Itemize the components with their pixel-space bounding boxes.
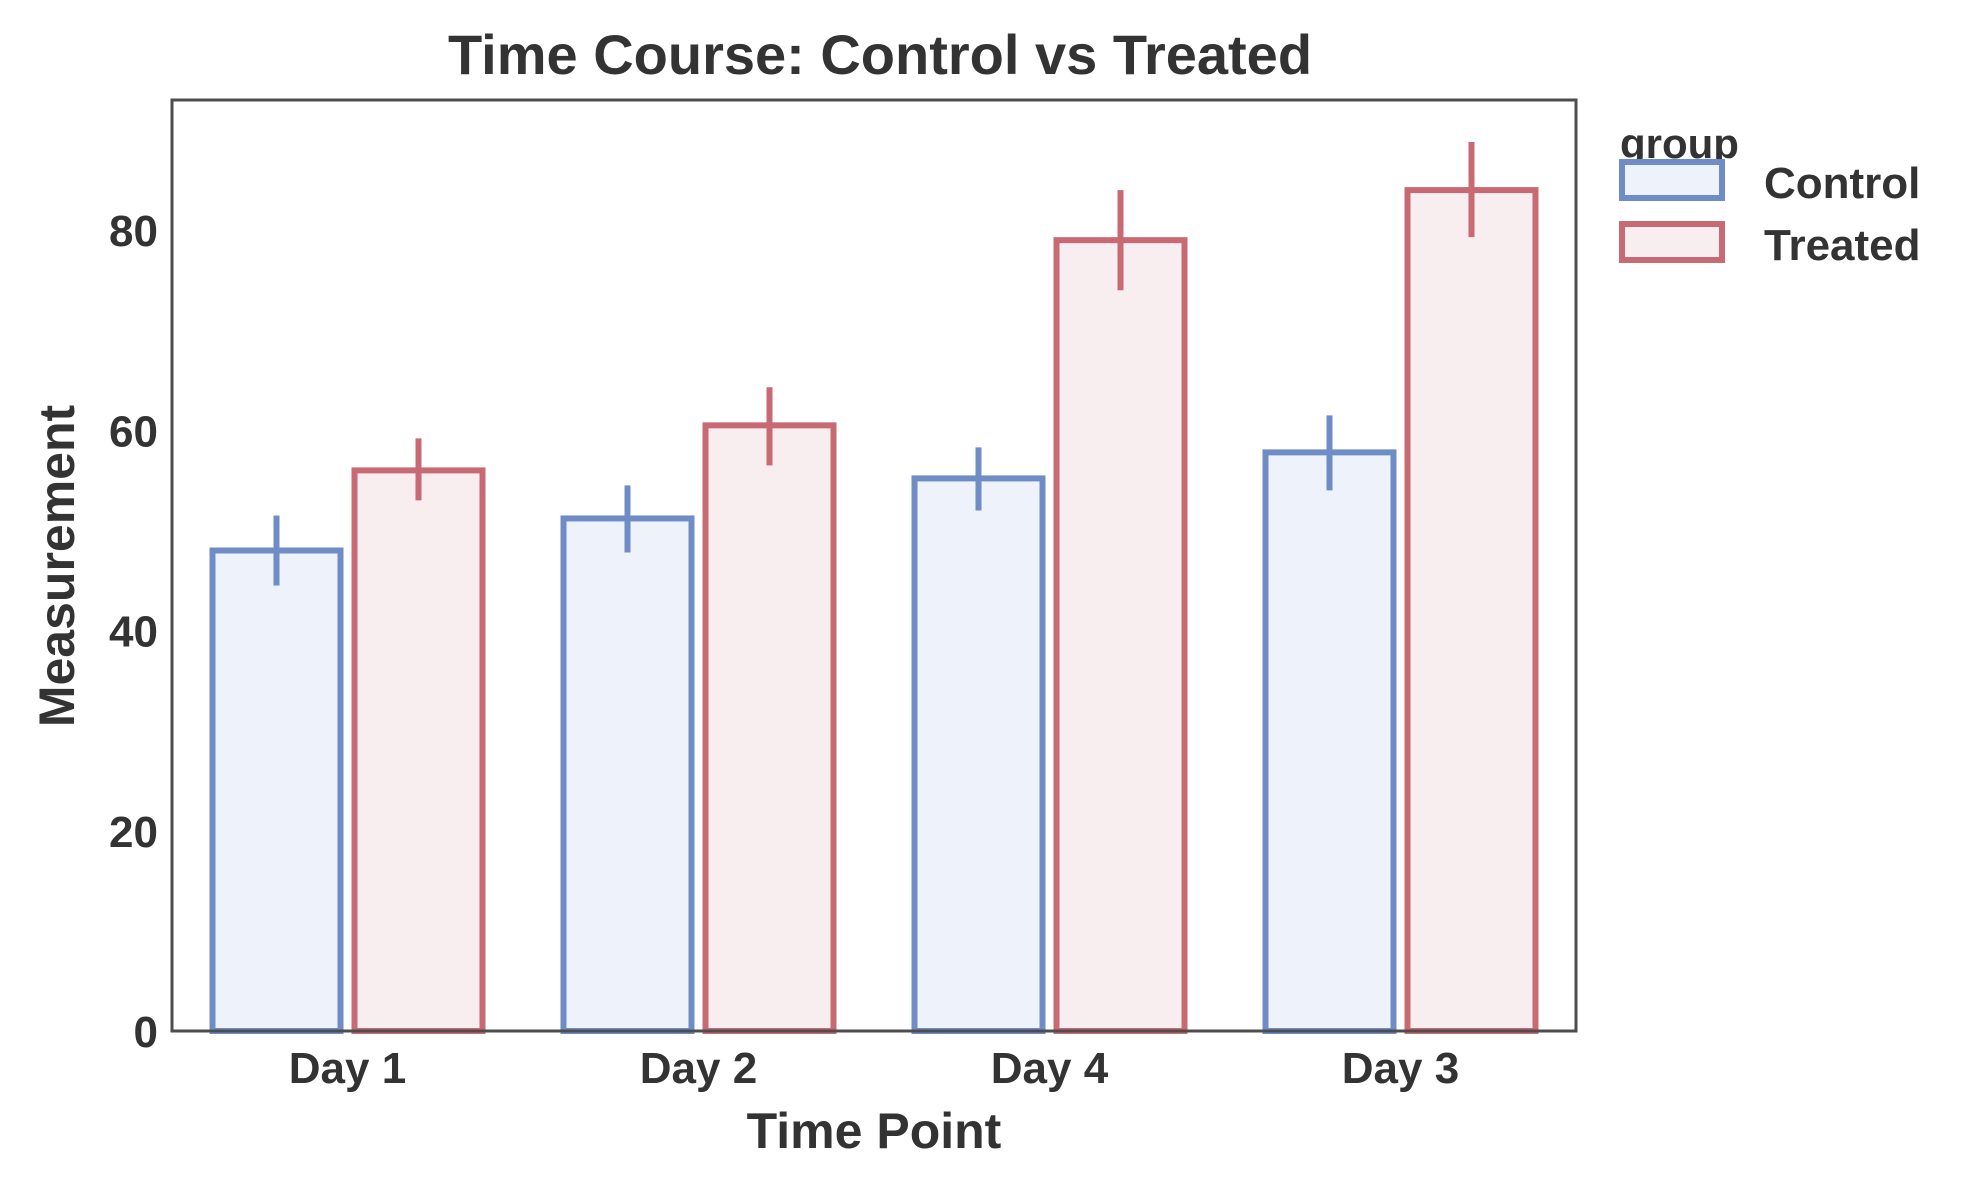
plot-area: 0 20 40 60 80 Day 1 Day 2 Day 4 Day 3 bbox=[109, 142, 1539, 1093]
y-tick-label: 80 bbox=[109, 207, 158, 256]
y-tick-label: 60 bbox=[109, 407, 158, 456]
bar-control-day-4 bbox=[911, 475, 1046, 1035]
x-tick-label: Day 4 bbox=[991, 1044, 1109, 1093]
x-axis-label: Time Point bbox=[747, 1103, 1002, 1159]
chart-title: Time Course: Control vs Treated bbox=[448, 23, 1312, 86]
bar-treated-day-4 bbox=[1053, 237, 1188, 1035]
bar-control-day-3 bbox=[1262, 449, 1397, 1035]
plot-frame bbox=[170, 98, 1578, 1033]
legend-label-control: Control bbox=[1764, 159, 1920, 208]
x-tick-label: Day 3 bbox=[1342, 1044, 1459, 1093]
legend-label-treated: Treated bbox=[1764, 221, 1921, 270]
x-tick-label: Day 1 bbox=[289, 1044, 406, 1093]
bar-treated-day-3 bbox=[1404, 187, 1539, 1034]
bar-control-day-2 bbox=[560, 515, 695, 1034]
bar-treated-day-2 bbox=[702, 422, 837, 1034]
y-tick-label: 20 bbox=[109, 808, 158, 857]
bar-control-day-1 bbox=[209, 547, 344, 1035]
y-axis-label: Measurement bbox=[29, 404, 85, 727]
x-tick-label: Day 2 bbox=[640, 1044, 757, 1093]
legend-swatch-treated bbox=[1619, 221, 1725, 263]
legend-swatch-control bbox=[1619, 159, 1725, 201]
y-tick-label: 40 bbox=[109, 608, 158, 657]
bar-treated-day-1 bbox=[351, 467, 486, 1035]
y-tick-label: 0 bbox=[134, 1008, 158, 1057]
